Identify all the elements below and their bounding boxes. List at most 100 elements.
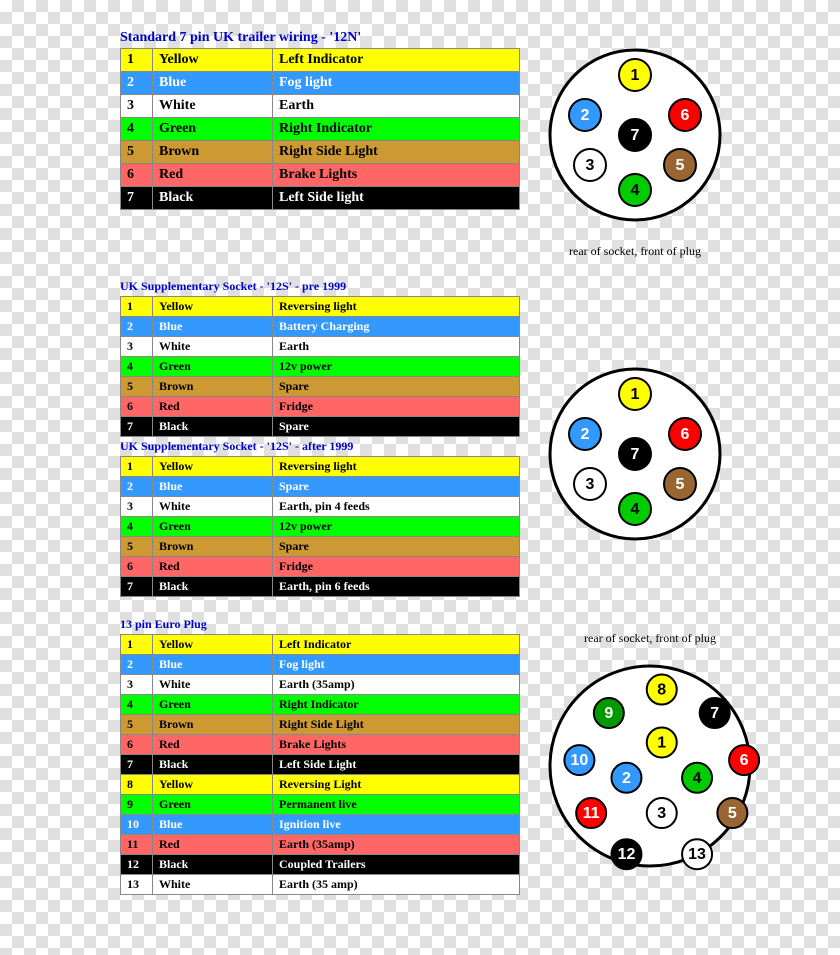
function-cell: Earth (273, 337, 520, 357)
function-cell: Earth (35amp) (273, 675, 520, 695)
pin-cell: 5 (121, 377, 153, 397)
pin-cell: 4 (121, 517, 153, 537)
table-row: 4GreenRight Indicator (121, 118, 520, 141)
table-row: 6RedFridge (121, 557, 520, 577)
color-cell: Green (153, 695, 273, 715)
table-row: 7BlackLeft Side Light (121, 755, 520, 775)
pin-cell: 6 (121, 164, 153, 187)
section-title: 13 pin Euro Plug (120, 617, 520, 632)
svg-text:5: 5 (728, 805, 737, 822)
table-row: 2BlueBattery Charging (121, 317, 520, 337)
section-title: Standard 7 pin UK trailer wiring - '12N' (120, 30, 520, 46)
color-cell: Brown (153, 141, 273, 164)
table-row: 7BlackSpare (121, 417, 520, 437)
function-cell: Ignition live (273, 815, 520, 835)
function-cell: Right Side Light (273, 141, 520, 164)
color-cell: Black (153, 577, 273, 597)
color-cell: Black (153, 187, 273, 210)
pin-cell: 5 (121, 141, 153, 164)
table-row: 9GreenPermanent live (121, 795, 520, 815)
function-cell: Fridge (273, 557, 520, 577)
color-cell: Yellow (153, 49, 273, 72)
pin-cell: 2 (121, 72, 153, 95)
color-cell: White (153, 875, 273, 895)
color-cell: Red (153, 835, 273, 855)
table-row: 5BrownSpare (121, 377, 520, 397)
table-row: 8YellowReversing Light (121, 775, 520, 795)
svg-text:13: 13 (688, 846, 706, 863)
function-cell: Spare (273, 477, 520, 497)
section-12s: UK Supplementary Socket - '12S' - pre 19… (120, 279, 740, 597)
color-cell: Blue (153, 317, 273, 337)
color-cell: Red (153, 557, 273, 577)
table-row: 3WhiteEarth (121, 95, 520, 118)
color-cell: Green (153, 517, 273, 537)
pin-cell: 4 (121, 118, 153, 141)
color-cell: Black (153, 417, 273, 437)
color-cell: White (153, 337, 273, 357)
svg-text:7: 7 (631, 446, 640, 463)
function-cell: Brake Lights (273, 164, 520, 187)
pin-cell: 2 (121, 655, 153, 675)
color-cell: Yellow (153, 635, 273, 655)
color-cell: Green (153, 357, 273, 377)
function-cell: Reversing light (273, 297, 520, 317)
table-row: 6RedBrake Lights (121, 735, 520, 755)
color-cell: Yellow (153, 775, 273, 795)
pin-cell: 7 (121, 577, 153, 597)
svg-text:8: 8 (657, 682, 666, 699)
pin-cell: 2 (121, 477, 153, 497)
svg-text:6: 6 (681, 107, 690, 124)
pin-cell: 6 (121, 557, 153, 577)
function-cell: Left Side light (273, 187, 520, 210)
svg-text:6: 6 (740, 752, 749, 769)
color-cell: Yellow (153, 297, 273, 317)
color-cell: White (153, 675, 273, 695)
function-cell: Right Side Light (273, 715, 520, 735)
pin-cell: 5 (121, 715, 153, 735)
pin-cell: 4 (121, 695, 153, 715)
pin-cell: 7 (121, 417, 153, 437)
table-row: 10BlueIgnition live (121, 815, 520, 835)
function-cell: Fog light (273, 655, 520, 675)
function-cell: Battery Charging (273, 317, 520, 337)
section-title: UK Supplementary Socket - '12S' - pre 19… (120, 279, 520, 294)
table-row: 3WhiteEarth, pin 4 feeds (121, 497, 520, 517)
svg-text:11: 11 (583, 805, 600, 822)
function-cell: Earth (35amp) (273, 835, 520, 855)
pin-cell: 10 (121, 815, 153, 835)
color-cell: Red (153, 397, 273, 417)
color-cell: Brown (153, 715, 273, 735)
table-row: 13WhiteEarth (35 amp) (121, 875, 520, 895)
wiring-table: 1YellowReversing light2BlueBattery Charg… (120, 296, 520, 437)
function-cell: Coupled Trailers (273, 855, 520, 875)
table-row: 1YellowLeft Indicator (121, 49, 520, 72)
table-row: 11RedEarth (35amp) (121, 835, 520, 855)
function-cell: Left Indicator (273, 49, 520, 72)
color-cell: Blue (153, 655, 273, 675)
svg-text:2: 2 (581, 107, 590, 124)
function-cell: Right Indicator (273, 695, 520, 715)
function-cell: Earth, pin 4 feeds (273, 497, 520, 517)
color-cell: Blue (153, 72, 273, 95)
pin-cell: 3 (121, 497, 153, 517)
color-cell: Yellow (153, 457, 273, 477)
pin-cell: 1 (121, 49, 153, 72)
table-row: 4Green12v power (121, 517, 520, 537)
svg-text:7: 7 (631, 127, 640, 144)
section-12n: Standard 7 pin UK trailer wiring - '12N'… (120, 30, 740, 259)
wiring-table: 1YellowLeft Indicator2BlueFog light3Whit… (120, 48, 520, 210)
function-cell: Fridge (273, 397, 520, 417)
svg-text:10: 10 (571, 752, 589, 769)
pin-cell: 3 (121, 337, 153, 357)
pin-cell: 7 (121, 187, 153, 210)
svg-text:2: 2 (581, 426, 590, 443)
svg-text:4: 4 (693, 770, 702, 787)
table-row: 4GreenRight Indicator (121, 695, 520, 715)
table-row: 7BlackEarth, pin 6 feeds (121, 577, 520, 597)
wiring-table: 1YellowLeft Indicator2BlueFog light3Whit… (120, 634, 520, 895)
svg-text:1: 1 (631, 386, 640, 403)
function-cell: Spare (273, 537, 520, 557)
color-cell: Black (153, 755, 273, 775)
table-row: 6RedFridge (121, 397, 520, 417)
